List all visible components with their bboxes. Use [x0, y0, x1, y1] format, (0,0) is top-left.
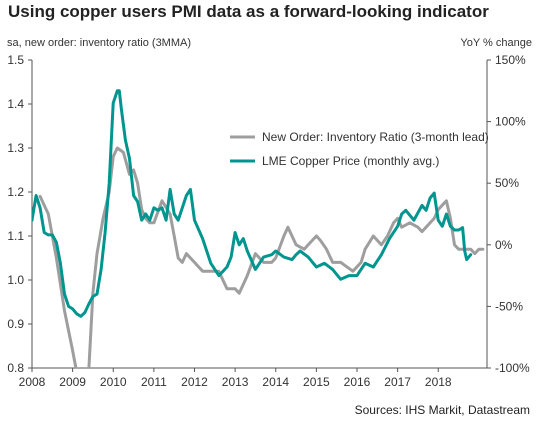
y-right-tick-label: 150% [495, 53, 526, 67]
y-right-tick-label: -100% [495, 361, 530, 375]
y-left-tick-label: 1.0 [7, 273, 24, 287]
y-right-tick-label: 100% [495, 115, 526, 129]
y-left-tick-label: 1.1 [7, 229, 24, 243]
y-left-tick-label: 1.2 [7, 185, 24, 199]
y-left-tick-label: 1.5 [7, 53, 24, 67]
legend-label: New Order: Inventory Ratio (3-month lead… [262, 130, 489, 144]
left-axis-label: sa, new order: inventory ratio (3MMA) [7, 37, 192, 49]
x-tick-label: 2017 [384, 375, 411, 389]
legend: New Order: Inventory Ratio (3-month lead… [230, 130, 489, 168]
source-note: Sources: IHS Markit, Datastream [354, 403, 530, 417]
series-line-lme-copper [32, 89, 473, 318]
y-left-tick-label: 1.3 [7, 141, 24, 155]
x-tick-label: 2014 [262, 375, 289, 389]
y-right-tick-label: 50% [495, 176, 519, 190]
x-tick-label: 2008 [19, 375, 46, 389]
y-left-tick-label: 0.9 [7, 317, 24, 331]
series-line-new-order-inventory [38, 146, 485, 368]
y-right-tick-label: 0% [495, 238, 513, 252]
x-tick-label: 2018 [425, 375, 452, 389]
right-axis-label: YoY % change [460, 37, 532, 49]
x-tick-label: 2011 [141, 375, 167, 389]
x-tick-label: 2012 [181, 375, 208, 389]
legend-label: LME Copper Price (monthly avg.) [262, 154, 439, 168]
y-left-tick-label: 1.4 [7, 97, 24, 111]
x-tick-label: 2013 [222, 375, 249, 389]
series-group [32, 89, 485, 368]
x-tick-label: 2009 [59, 375, 86, 389]
y-right-tick-label: -50% [495, 299, 523, 313]
x-tick-label: 2016 [344, 375, 371, 389]
x-tick-label: 2015 [303, 375, 330, 389]
chart-title: Using copper users PMI data as a forward… [8, 2, 489, 21]
x-tick-label: 2010 [100, 375, 127, 389]
y-left-tick-label: 0.8 [7, 361, 24, 375]
axes: 0.8 0.9 1.0 1.1 1.2 1.3 1.4 1.5 -100% -50% 0% 50% 10… [7, 53, 530, 389]
